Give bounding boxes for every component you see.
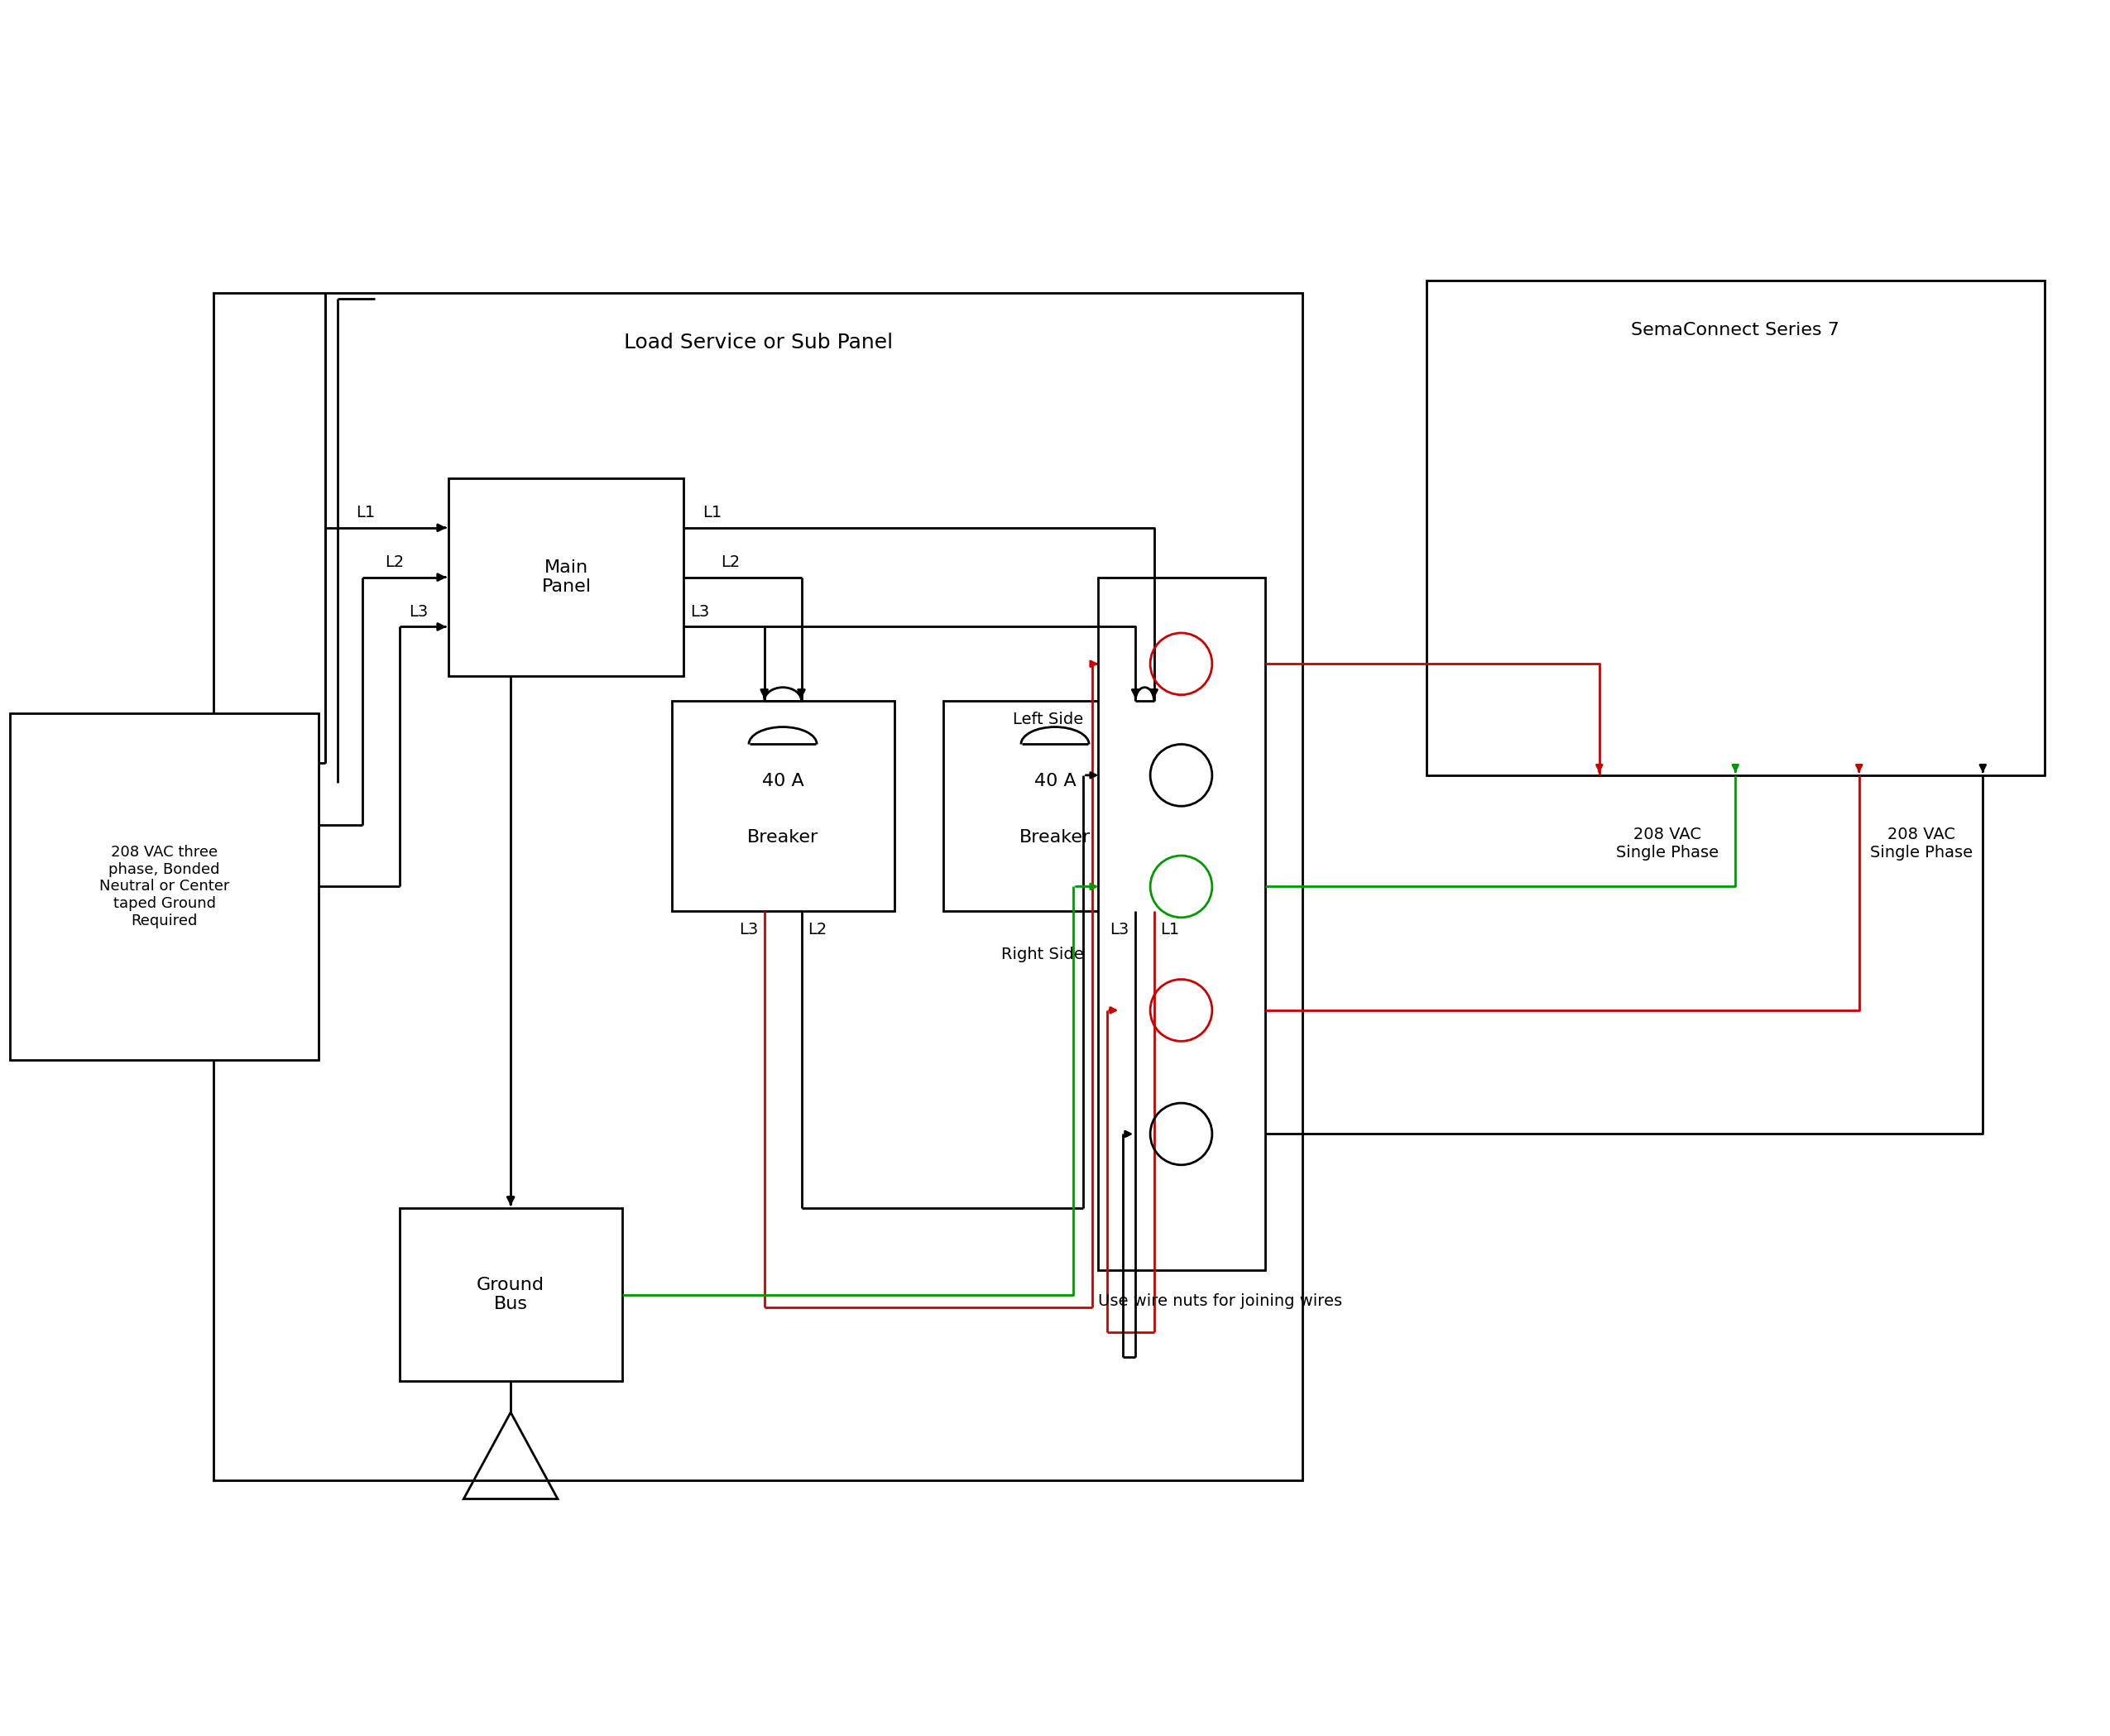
Text: Main
Panel: Main Panel xyxy=(542,559,591,595)
Text: L3: L3 xyxy=(409,604,428,620)
FancyBboxPatch shape xyxy=(449,479,684,677)
Text: L2: L2 xyxy=(808,922,827,937)
Text: Breaker: Breaker xyxy=(1019,828,1091,845)
Text: L3: L3 xyxy=(1110,922,1129,937)
Text: L2: L2 xyxy=(384,554,403,571)
FancyBboxPatch shape xyxy=(943,701,1167,911)
FancyBboxPatch shape xyxy=(399,1208,622,1382)
Text: 40 A: 40 A xyxy=(1034,773,1076,790)
Text: 208 VAC
Single Phase: 208 VAC Single Phase xyxy=(1869,826,1973,861)
Text: L1: L1 xyxy=(357,505,376,521)
Text: L1: L1 xyxy=(703,505,722,521)
Text: 208 VAC
Single Phase: 208 VAC Single Phase xyxy=(1616,826,1720,861)
FancyBboxPatch shape xyxy=(671,701,895,911)
Text: L3: L3 xyxy=(690,604,709,620)
Text: Load Service or Sub Panel: Load Service or Sub Panel xyxy=(625,332,893,352)
FancyBboxPatch shape xyxy=(11,713,319,1059)
Text: 208 VAC three
phase, Bonded
Neutral or Center
taped Ground
Required: 208 VAC three phase, Bonded Neutral or C… xyxy=(99,845,230,929)
Text: 40 A: 40 A xyxy=(762,773,804,790)
FancyBboxPatch shape xyxy=(213,293,1302,1481)
Text: L1: L1 xyxy=(1160,922,1179,937)
Text: Ground
Bus: Ground Bus xyxy=(477,1278,544,1312)
Text: Use wire nuts for joining wires: Use wire nuts for joining wires xyxy=(1099,1293,1342,1309)
FancyBboxPatch shape xyxy=(1426,281,2045,776)
Text: Right Side: Right Side xyxy=(1000,946,1082,962)
Text: L3: L3 xyxy=(738,922,757,937)
FancyBboxPatch shape xyxy=(1099,578,1266,1271)
Text: Left Side: Left Side xyxy=(1013,712,1082,727)
Text: SemaConnect Series 7: SemaConnect Series 7 xyxy=(1631,321,1840,339)
Text: L2: L2 xyxy=(722,554,741,571)
Text: Breaker: Breaker xyxy=(747,828,819,845)
